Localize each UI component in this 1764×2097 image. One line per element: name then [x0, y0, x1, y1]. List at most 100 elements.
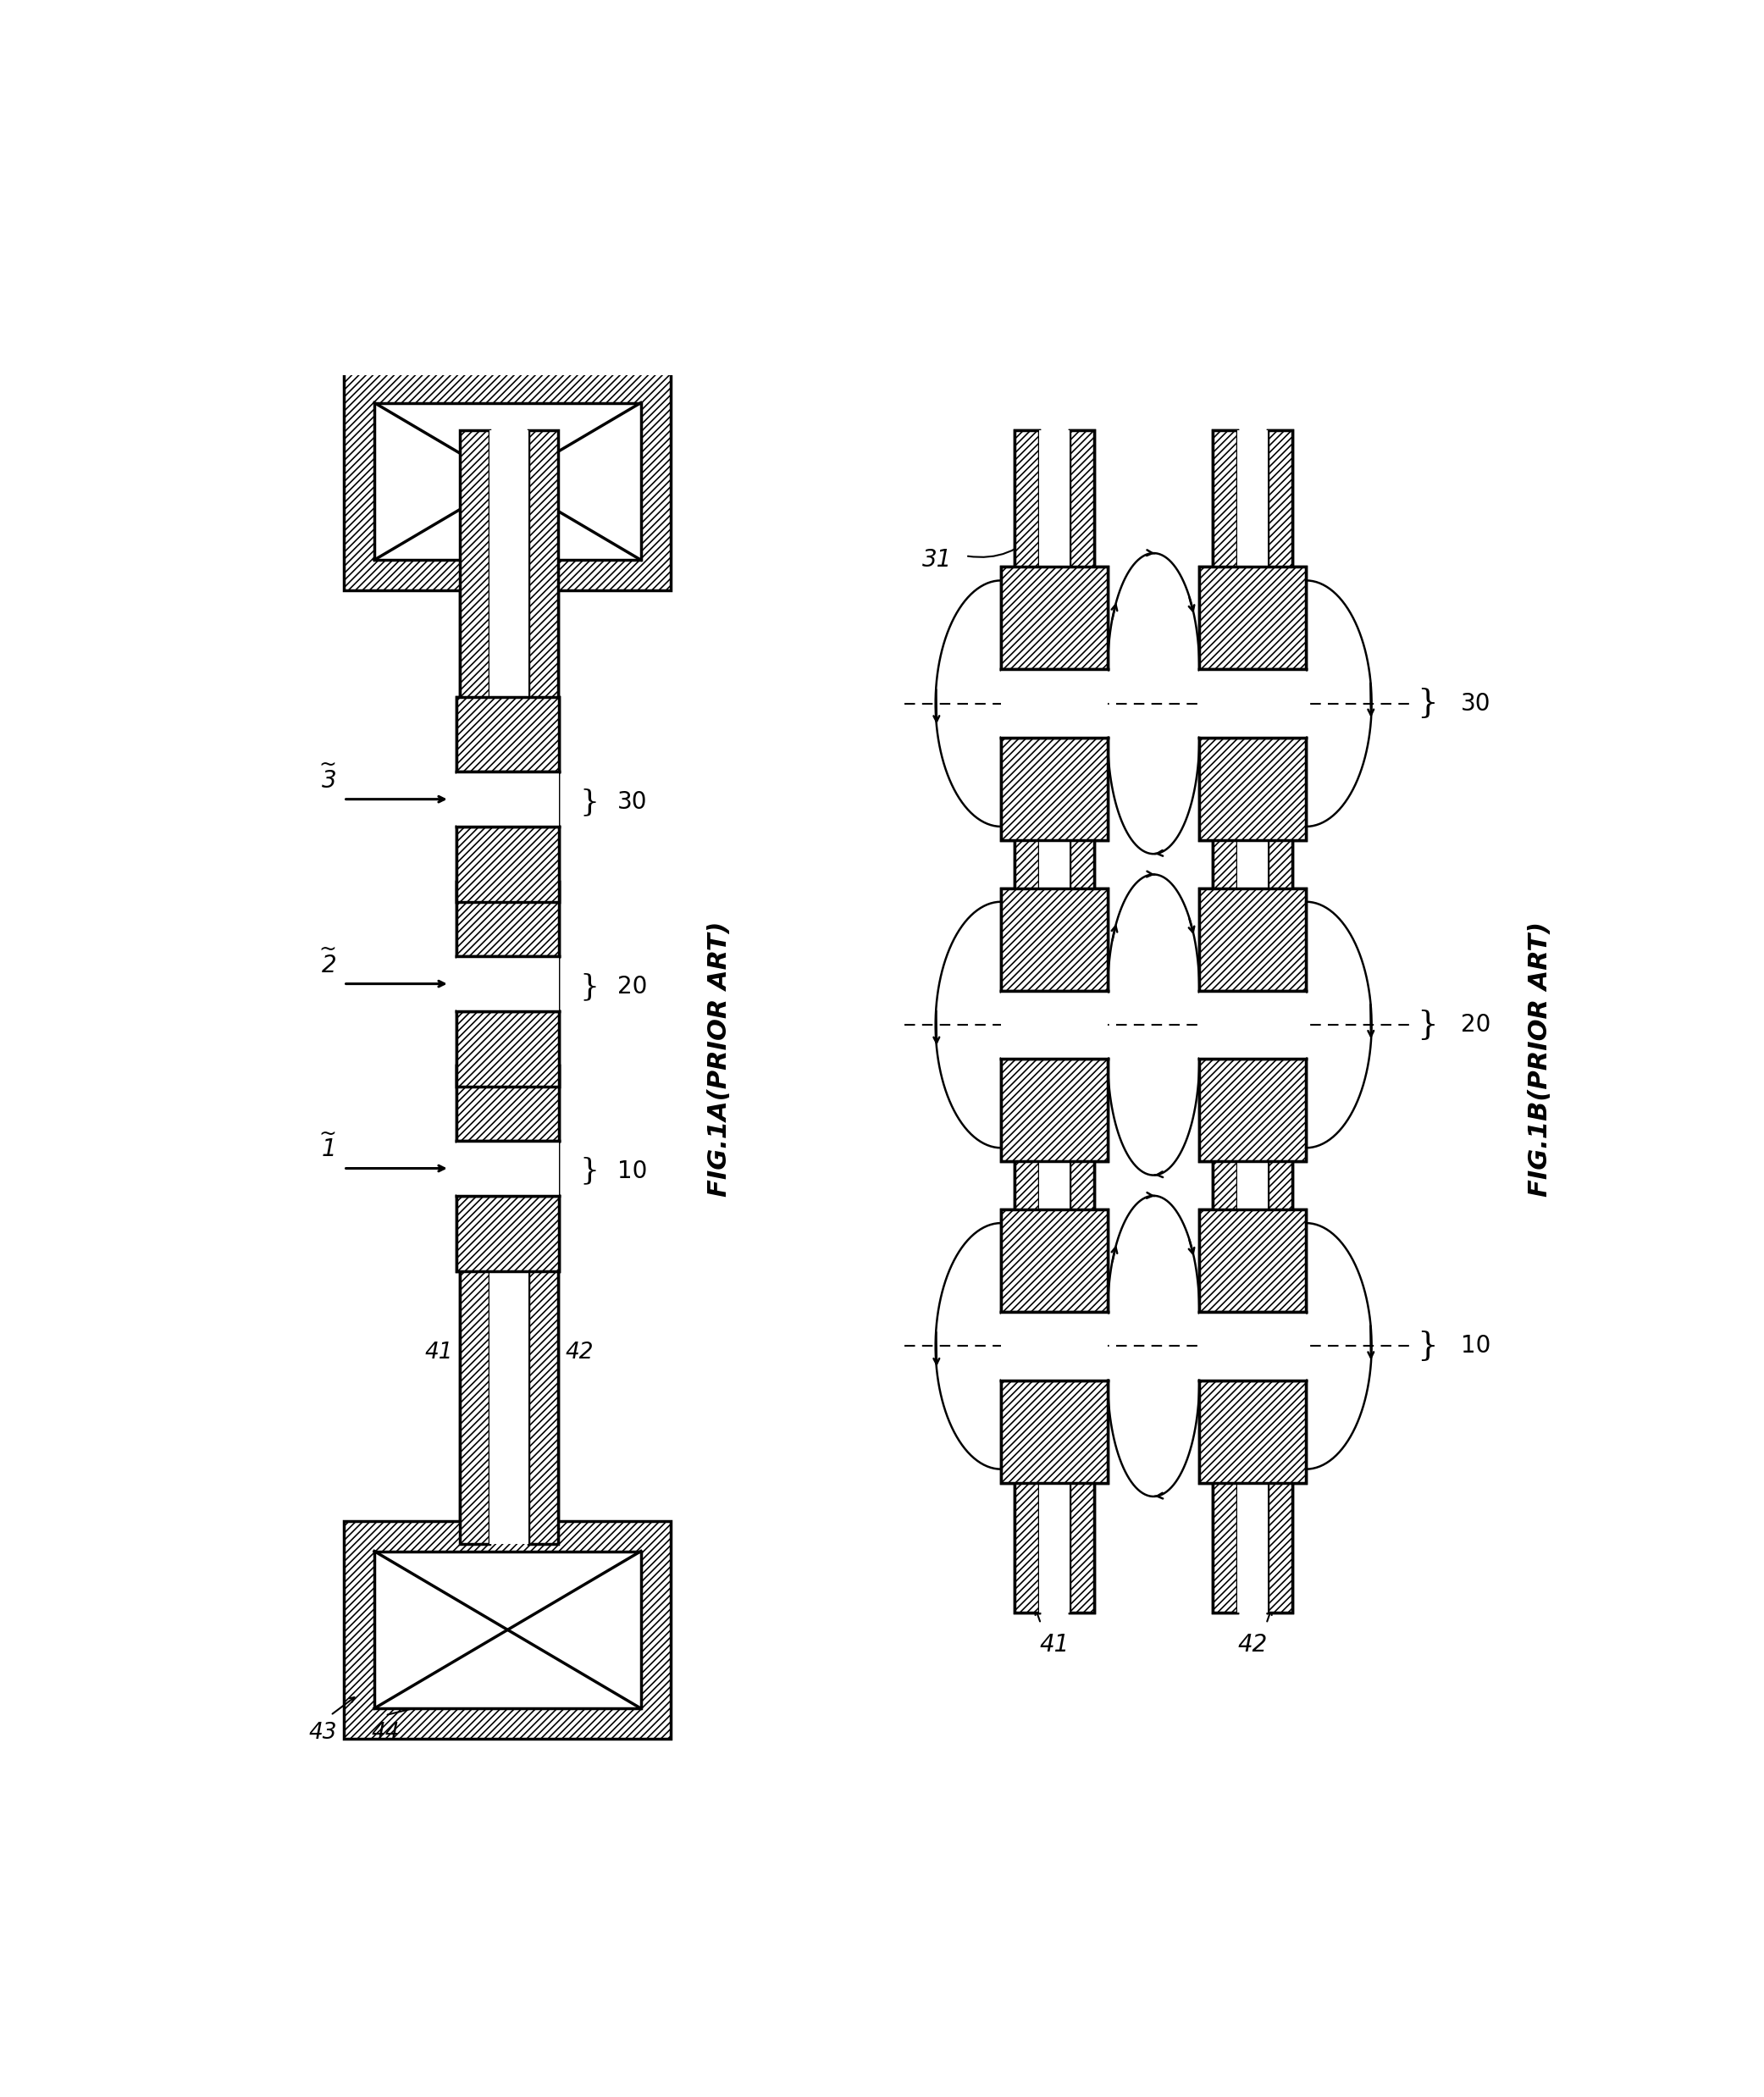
Bar: [1002, 738, 1108, 841]
Bar: [1268, 430, 1293, 1613]
Bar: [457, 1195, 559, 1271]
Text: FIG.1A(PRIOR ART): FIG.1A(PRIOR ART): [707, 921, 732, 1197]
Bar: [1002, 1380, 1108, 1483]
Text: }: }: [579, 788, 598, 816]
Bar: [1200, 738, 1305, 841]
Bar: [1014, 430, 1039, 1613]
Bar: [1069, 430, 1094, 1613]
Bar: [1002, 1210, 1108, 1313]
Bar: [1039, 430, 1069, 1613]
Bar: [1214, 430, 1238, 1613]
Bar: [1200, 566, 1305, 669]
Bar: [374, 1552, 640, 1709]
Bar: [1002, 1380, 1108, 1483]
Bar: [1200, 1210, 1305, 1313]
Bar: [1002, 1313, 1108, 1380]
Bar: [457, 826, 559, 902]
Bar: [1268, 430, 1293, 1613]
Bar: [1200, 669, 1305, 738]
Bar: [1214, 430, 1238, 1613]
Bar: [457, 956, 559, 1011]
Bar: [457, 1065, 559, 1141]
Bar: [457, 826, 559, 902]
Text: }: }: [579, 1158, 598, 1185]
Bar: [1268, 430, 1293, 1613]
Bar: [457, 1011, 559, 1086]
Bar: [344, 1520, 670, 1738]
Text: 3: 3: [321, 770, 337, 793]
Bar: [1002, 889, 1108, 990]
Bar: [1002, 738, 1108, 841]
Bar: [490, 430, 527, 1543]
Bar: [1002, 990, 1108, 1059]
Bar: [490, 430, 527, 1543]
Bar: [1200, 566, 1305, 669]
Bar: [1039, 430, 1069, 1613]
Bar: [457, 1011, 559, 1086]
Bar: [1002, 990, 1108, 1059]
Bar: [1200, 1059, 1305, 1162]
Text: 1: 1: [321, 1139, 337, 1162]
Text: 10: 10: [617, 1160, 647, 1183]
Bar: [1002, 669, 1108, 738]
Bar: [457, 696, 559, 772]
Bar: [1200, 990, 1305, 1059]
Bar: [1002, 1380, 1108, 1483]
Bar: [1002, 1059, 1108, 1162]
Bar: [1002, 889, 1108, 990]
Bar: [457, 772, 559, 826]
Bar: [374, 403, 640, 560]
Bar: [1200, 889, 1305, 990]
Bar: [1014, 430, 1039, 1613]
Bar: [1014, 430, 1039, 1613]
Text: }: }: [1416, 1009, 1438, 1040]
Bar: [1200, 1059, 1305, 1162]
Bar: [1002, 738, 1108, 841]
Bar: [527, 430, 557, 1543]
Bar: [457, 1065, 559, 1141]
Bar: [457, 1141, 559, 1195]
Bar: [457, 1065, 559, 1141]
Bar: [457, 826, 559, 902]
Bar: [460, 430, 490, 1543]
Bar: [457, 881, 559, 956]
Bar: [1069, 430, 1094, 1613]
Bar: [1200, 889, 1305, 990]
Bar: [1200, 1210, 1305, 1313]
Bar: [1002, 566, 1108, 669]
Bar: [1014, 430, 1039, 1613]
Bar: [344, 373, 670, 589]
Bar: [1002, 1059, 1108, 1162]
Bar: [457, 881, 559, 956]
Bar: [1200, 738, 1305, 841]
Bar: [457, 1065, 559, 1141]
Bar: [1002, 1059, 1108, 1162]
Bar: [1200, 990, 1305, 1059]
Bar: [457, 881, 559, 956]
Text: ~: ~: [319, 1124, 337, 1143]
Bar: [1200, 1380, 1305, 1483]
Bar: [1200, 1380, 1305, 1483]
Bar: [460, 430, 490, 1543]
Text: 42: 42: [1238, 1634, 1268, 1657]
Bar: [1200, 738, 1305, 841]
Bar: [457, 772, 559, 826]
Text: 44: 44: [372, 1722, 400, 1745]
Bar: [1200, 1059, 1305, 1162]
Bar: [1002, 566, 1108, 669]
Bar: [1200, 1210, 1305, 1313]
Text: 2: 2: [321, 954, 337, 977]
Bar: [457, 1195, 559, 1271]
Bar: [1238, 430, 1268, 1613]
Bar: [1002, 566, 1108, 669]
Bar: [1268, 430, 1293, 1613]
Text: 31: 31: [923, 547, 953, 572]
Bar: [1002, 566, 1108, 669]
Bar: [457, 881, 559, 956]
Bar: [1002, 1380, 1108, 1483]
Bar: [1200, 669, 1305, 738]
Bar: [344, 373, 670, 589]
Bar: [527, 430, 557, 1543]
Text: }: }: [579, 973, 598, 1000]
Bar: [527, 430, 557, 1543]
